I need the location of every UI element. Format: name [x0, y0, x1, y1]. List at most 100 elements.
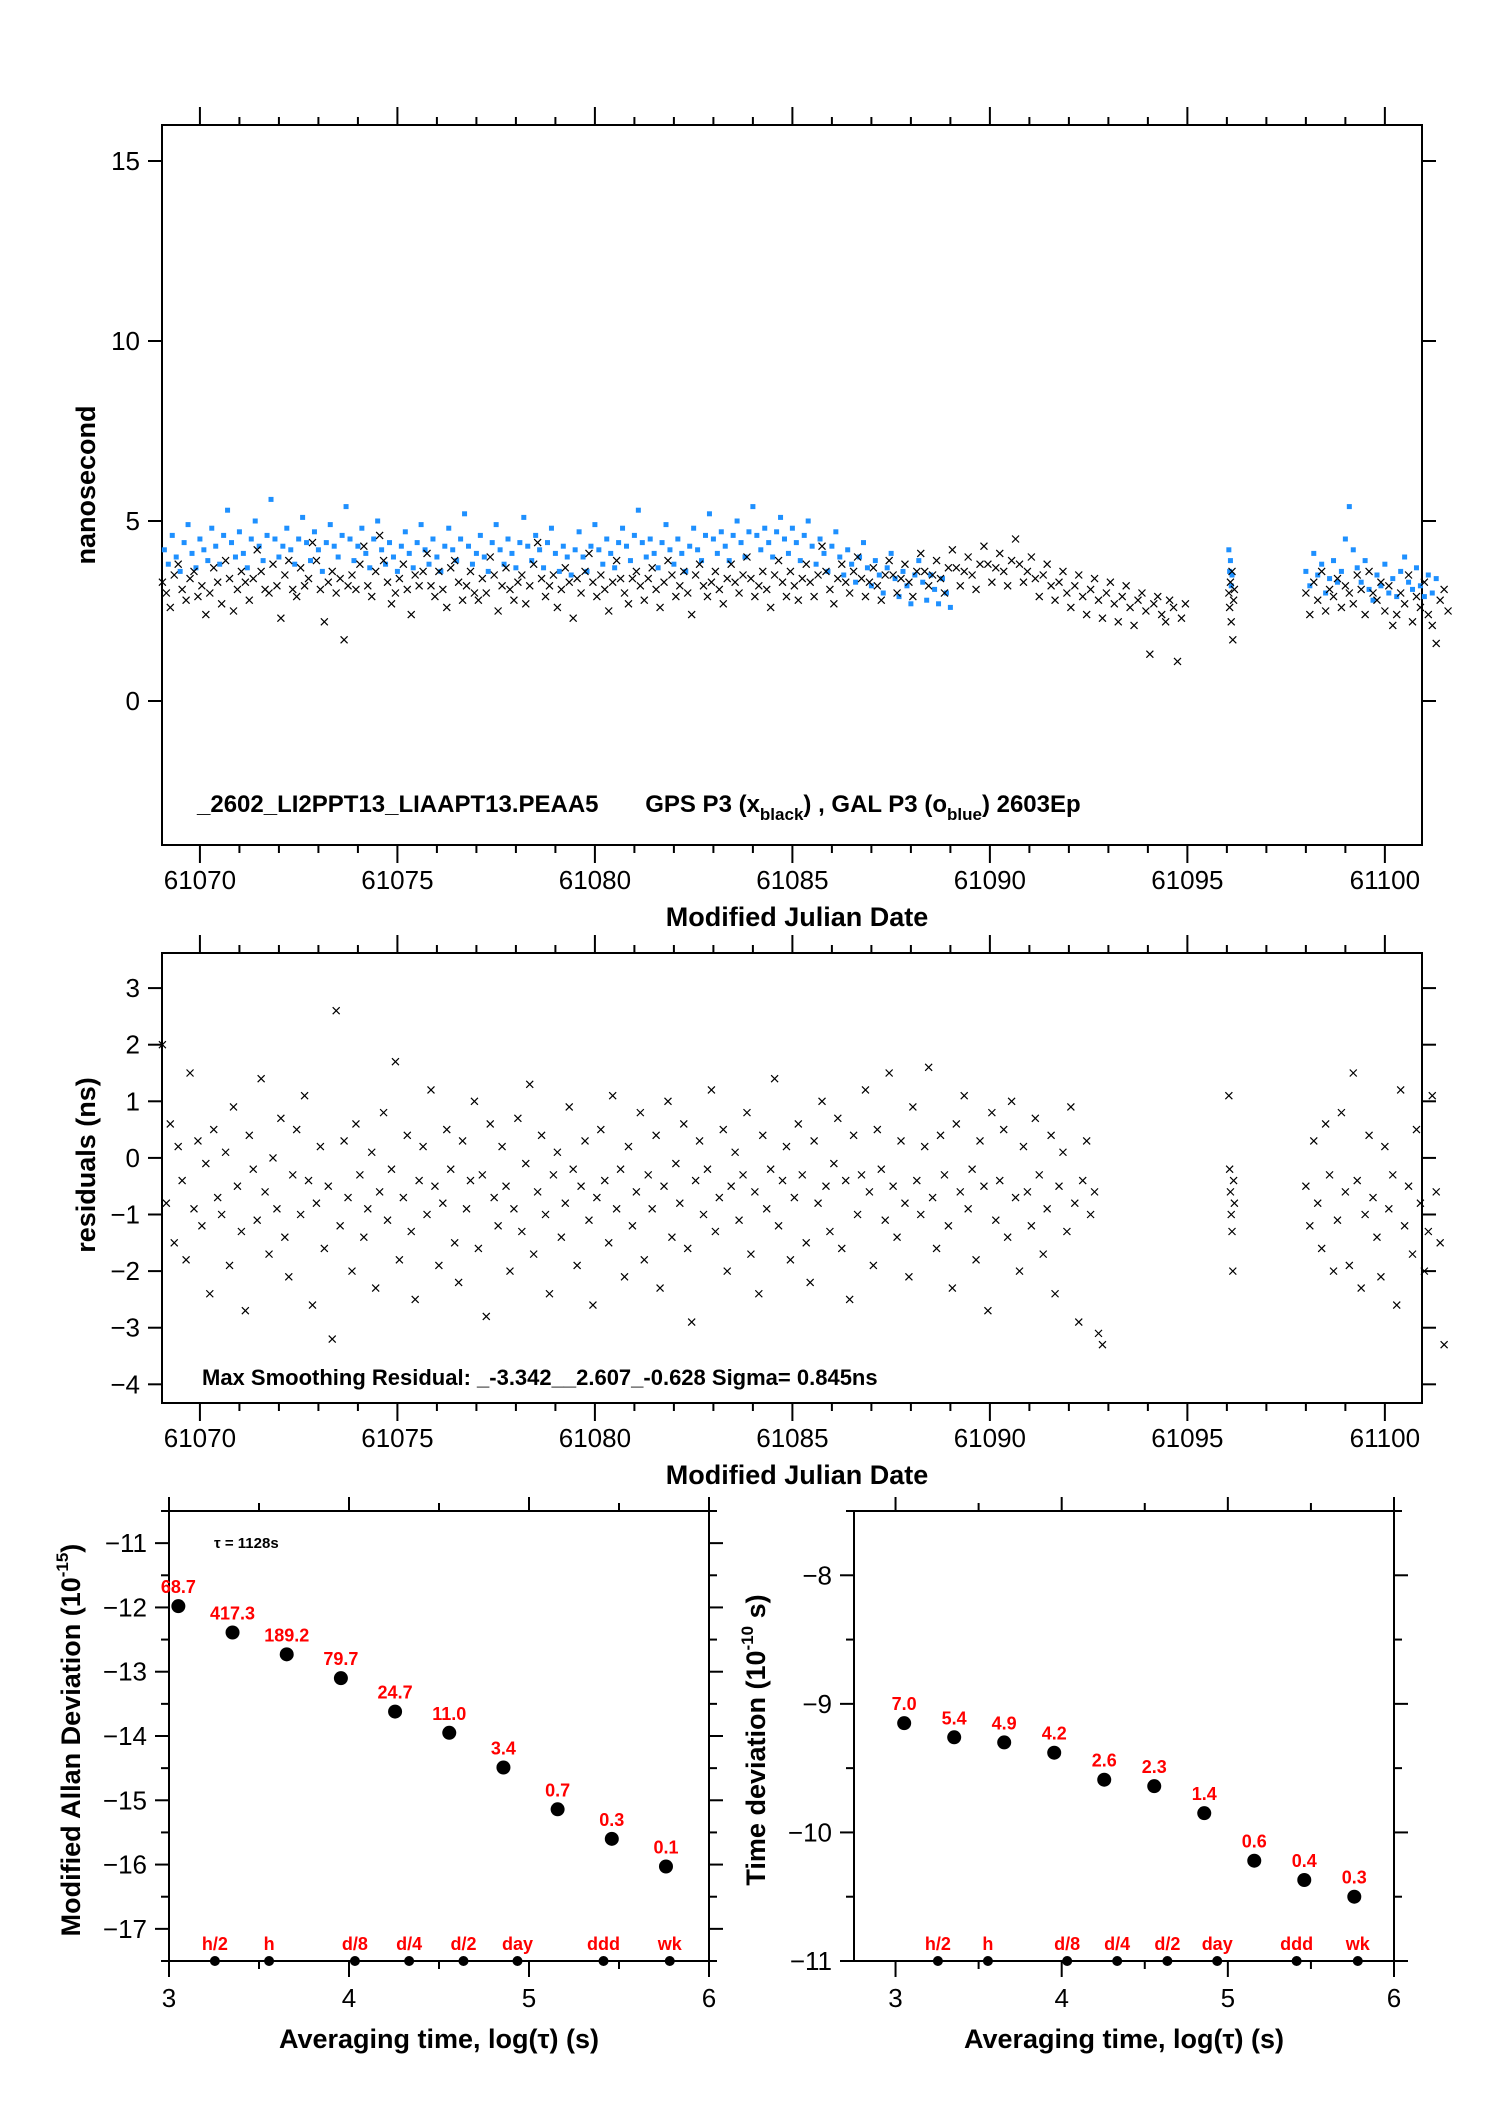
gps-point — [1043, 560, 1052, 569]
gps-point — [1059, 567, 1067, 576]
gps-point — [1416, 1199, 1425, 1208]
gal-point — [229, 540, 235, 546]
gal-point — [359, 525, 365, 531]
gps-point — [829, 599, 838, 608]
gps-point — [1227, 617, 1236, 626]
gps-point — [253, 545, 262, 554]
gal-point — [845, 547, 851, 553]
gps-point — [794, 596, 803, 605]
gal-point — [912, 572, 918, 578]
gps-point — [1337, 603, 1346, 612]
gps-point — [754, 581, 763, 590]
gps-point — [498, 581, 507, 590]
gps-point — [806, 578, 815, 587]
gal-point — [1370, 597, 1376, 603]
gps-point — [608, 1091, 617, 1100]
deviation-point — [279, 1647, 294, 1662]
gal-point — [730, 532, 736, 538]
gal-point — [781, 536, 787, 542]
gps-point — [1227, 1210, 1236, 1219]
gps-point — [186, 1069, 194, 1077]
gps-point — [162, 1199, 171, 1208]
gal-point — [548, 525, 554, 531]
gal-point — [624, 543, 630, 549]
gps-point — [565, 1103, 574, 1111]
legend-gps-sub: black — [760, 805, 804, 824]
gps-point — [1305, 610, 1314, 619]
gal-point — [1374, 572, 1380, 578]
gal-point — [809, 543, 815, 549]
gps-point — [901, 1199, 909, 1208]
gal-point — [860, 540, 866, 546]
gal-point — [387, 540, 393, 546]
gal-point — [244, 565, 250, 571]
gps-point — [656, 1284, 664, 1293]
gps-point — [1325, 1170, 1334, 1179]
y-tick-label: −1 — [110, 1200, 140, 1230]
gps-point — [1309, 578, 1318, 587]
y-tick-label: 1 — [126, 1086, 140, 1116]
gps-point — [427, 581, 435, 590]
gps-point — [727, 560, 736, 569]
gps-point — [1145, 650, 1154, 659]
gps-point — [719, 1125, 728, 1134]
gps-point — [415, 1176, 424, 1185]
gps-point — [1027, 553, 1036, 561]
deviation-point — [897, 1716, 912, 1731]
gal-point — [663, 522, 669, 528]
gps-point — [1229, 596, 1238, 605]
gps-point — [968, 571, 977, 579]
gal-point — [560, 543, 566, 549]
gps-point — [711, 1227, 720, 1236]
gps-point — [490, 1193, 499, 1202]
y-tick-label: −3 — [110, 1313, 140, 1343]
gps-point — [616, 574, 625, 583]
gps-point — [273, 1204, 281, 1213]
gps-point — [1337, 1108, 1346, 1117]
gps-point — [1094, 596, 1103, 605]
gal-point — [505, 536, 511, 542]
gal-point — [248, 536, 254, 542]
gps-point — [1086, 585, 1095, 594]
gps-point — [1082, 1136, 1091, 1145]
gps-point — [1388, 621, 1397, 630]
gps-point — [873, 1125, 882, 1134]
gps-point — [818, 1097, 826, 1106]
gps-point — [569, 614, 578, 623]
gps-point — [427, 1086, 435, 1094]
gps-point — [999, 567, 1008, 576]
gps-point — [284, 556, 293, 565]
gps-point — [1074, 1318, 1083, 1326]
gal-point — [410, 565, 416, 571]
gps-point — [178, 585, 187, 594]
gps-point — [561, 563, 570, 572]
gal-point — [880, 590, 886, 596]
gps-point — [1404, 571, 1413, 579]
gal-point — [193, 565, 199, 571]
y-tick-label: 0 — [126, 686, 140, 716]
gal-point — [213, 543, 219, 549]
gps-point — [158, 578, 167, 587]
time-marker-dot — [664, 1956, 675, 1966]
gal-point — [813, 561, 819, 567]
gps-point — [636, 581, 645, 590]
gps-point — [340, 635, 349, 644]
gal-point — [738, 540, 744, 546]
gps-point — [1181, 599, 1190, 608]
gps-point — [1039, 571, 1048, 579]
gal-point — [284, 525, 290, 531]
gps-point — [225, 1261, 234, 1270]
gps-point — [1369, 1193, 1377, 1202]
gps-point — [1380, 1142, 1389, 1151]
gal-point — [884, 565, 890, 571]
gps-point — [873, 581, 882, 590]
gps-point — [1169, 603, 1178, 612]
gps-point — [735, 589, 743, 597]
gal-point — [466, 543, 472, 549]
gps-point — [707, 578, 716, 587]
gal-point — [821, 550, 827, 556]
gps-point — [596, 1125, 605, 1134]
gps-point — [754, 1289, 763, 1298]
gps-point — [1361, 610, 1370, 619]
